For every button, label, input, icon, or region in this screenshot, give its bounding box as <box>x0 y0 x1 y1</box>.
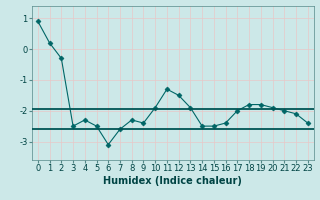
X-axis label: Humidex (Indice chaleur): Humidex (Indice chaleur) <box>103 176 242 186</box>
